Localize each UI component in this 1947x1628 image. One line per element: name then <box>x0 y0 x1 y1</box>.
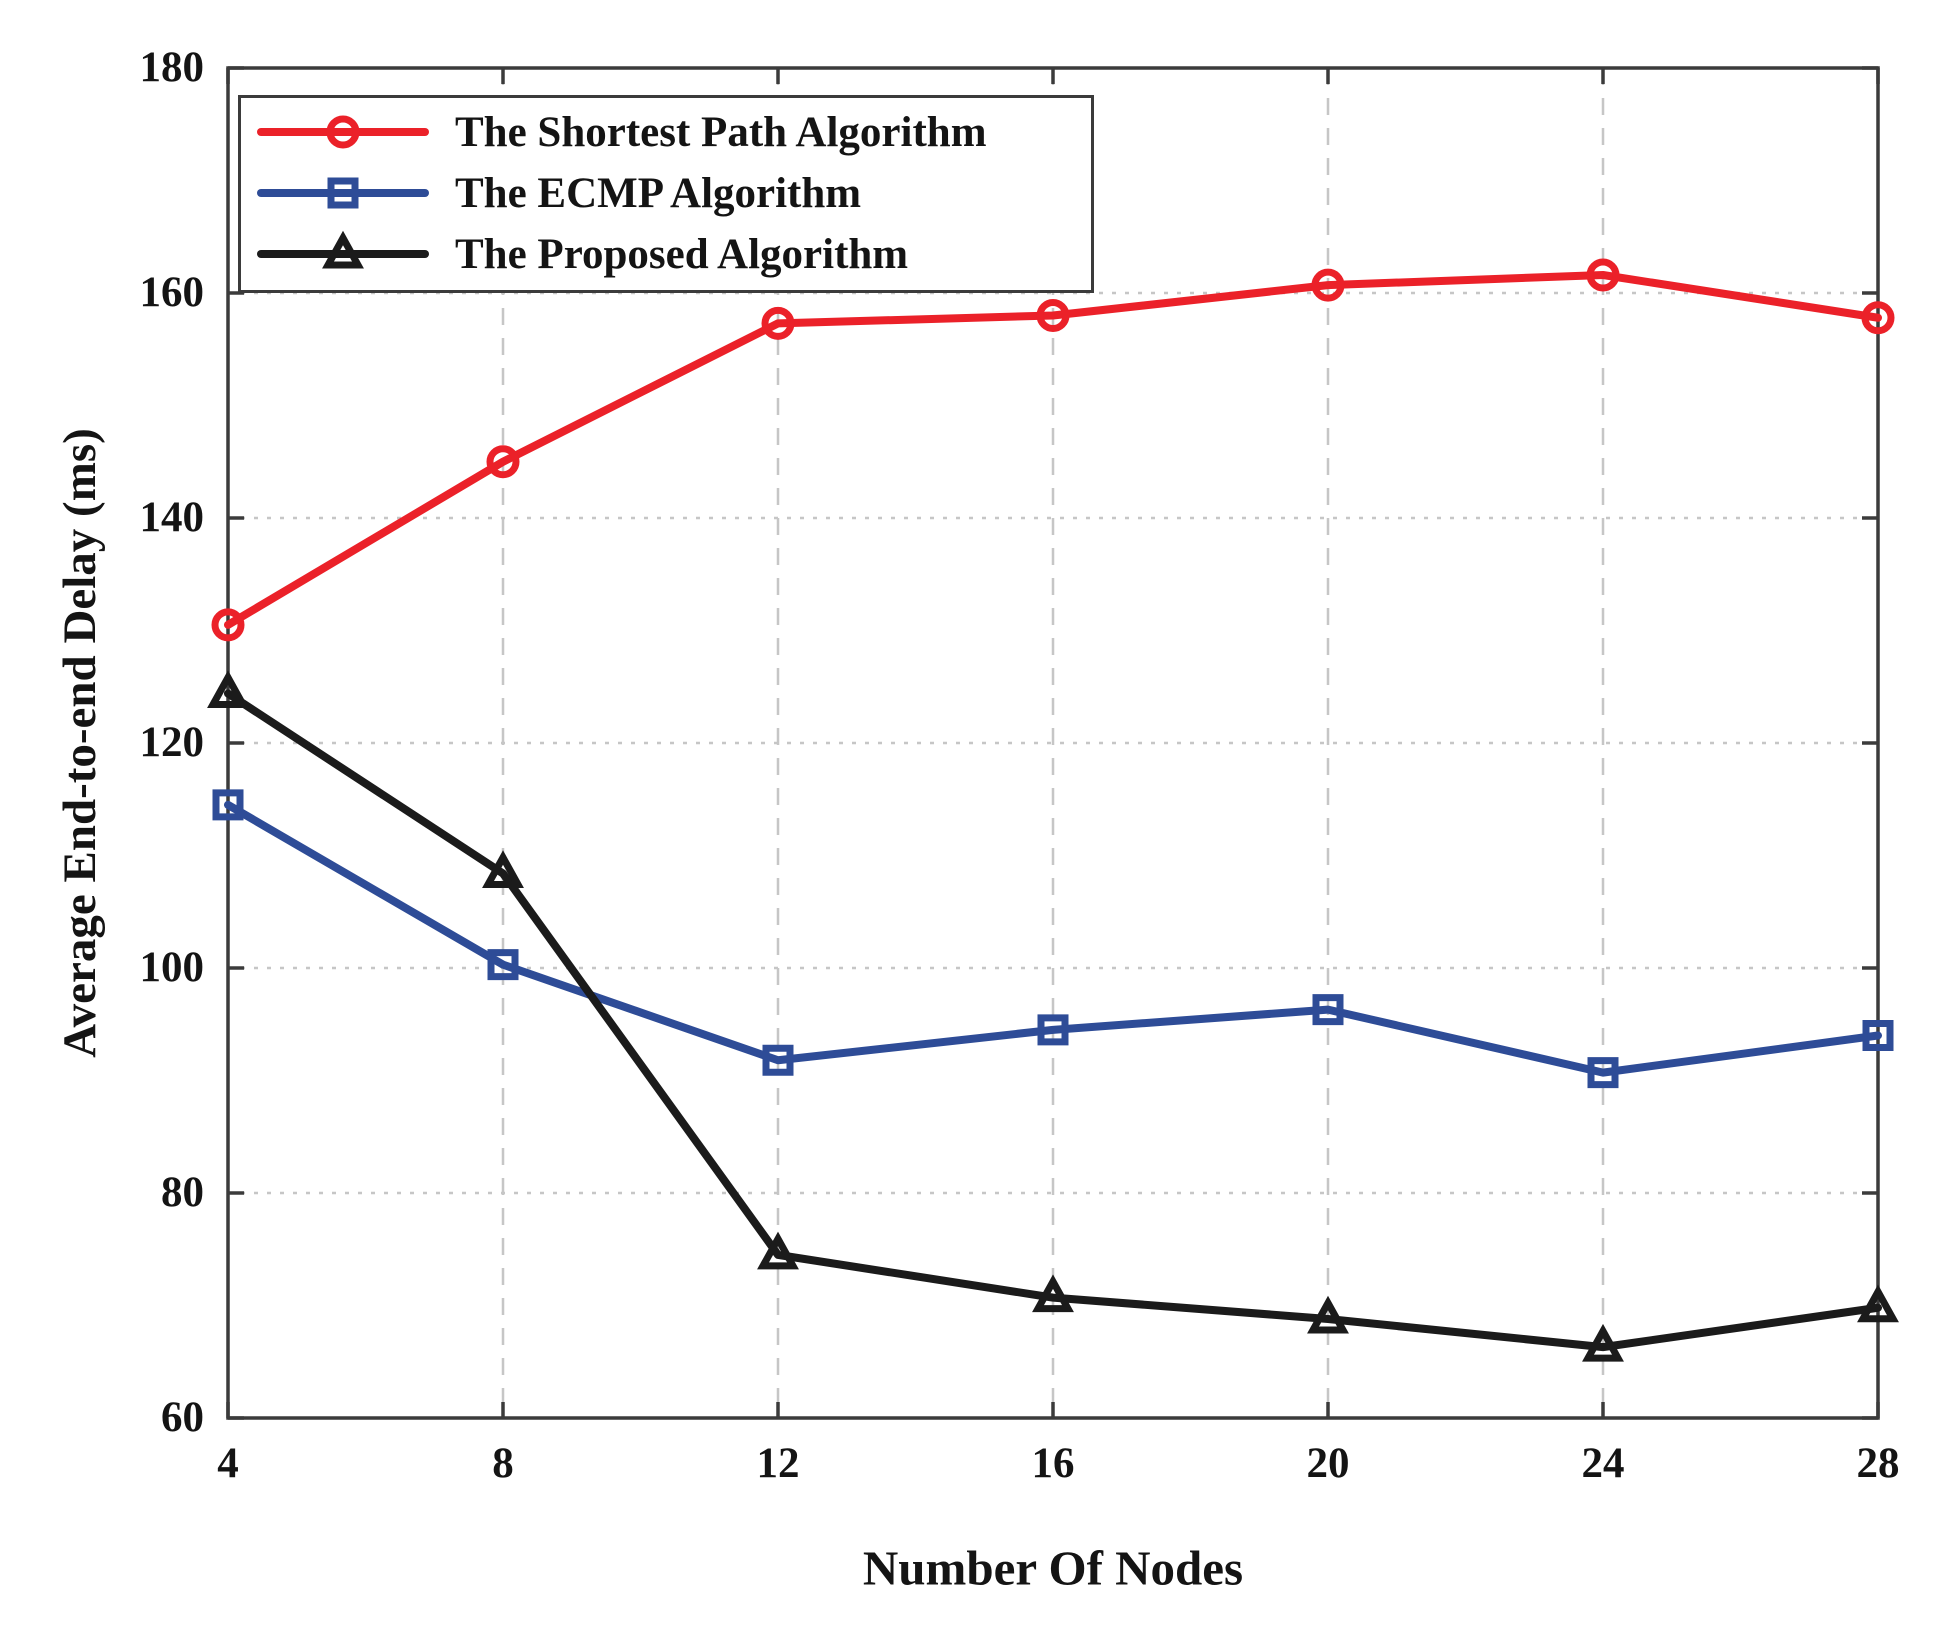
legend-item-shortest-path: The Shortest Path Algorithm <box>241 102 1091 162</box>
triangle-marker <box>482 850 524 888</box>
x-axis-title: Number Of Nodes <box>862 1540 1244 1596</box>
square-marker <box>487 949 519 981</box>
triangle-marker <box>322 230 364 269</box>
legend: The Shortest Path Algorithm The ECMP Alg… <box>238 95 1094 293</box>
circle-marker <box>486 445 520 479</box>
square-marker <box>1037 1014 1069 1046</box>
circle-marker <box>1311 268 1345 302</box>
triangle-marker <box>207 670 249 708</box>
series-line-0 <box>224 271 1882 629</box>
x-tick-label: 28 <box>1856 1440 1900 1487</box>
square-marker <box>1862 1020 1894 1051</box>
y-tick-label: 60 <box>161 1394 204 1441</box>
x-tick-label: 24 <box>1581 1440 1625 1487</box>
triangle-marker <box>1857 1284 1899 1323</box>
circle-marker <box>1036 299 1070 332</box>
square-marker <box>1312 994 1344 1026</box>
x-tick-label: 16 <box>1031 1440 1075 1487</box>
circle-marker <box>1586 258 1620 292</box>
y-tick-label: 140 <box>139 494 205 541</box>
circle-marker <box>211 608 245 642</box>
y-tick-label: 80 <box>161 1169 204 1216</box>
legend-sample-square-icon <box>257 177 429 209</box>
square-marker <box>327 177 359 209</box>
legend-sample-triangle-icon <box>257 230 429 269</box>
square-marker <box>1587 1057 1619 1089</box>
series-line-2 <box>224 689 1882 1352</box>
legend-label-shortest-path: The Shortest Path Algorithm <box>455 108 987 156</box>
x-tick-label: 12 <box>756 1440 800 1487</box>
series-line-1 <box>224 800 1882 1077</box>
y-tick-label: 120 <box>139 719 205 766</box>
x-tick-label: 4 <box>217 1440 239 1487</box>
circle-marker <box>1861 301 1895 335</box>
triangle-marker <box>757 1231 799 1270</box>
legend-label-proposed: The Proposed Algorithm <box>455 230 909 278</box>
triangle-marker <box>1582 1323 1624 1362</box>
square-marker <box>762 1044 794 1076</box>
legend-item-ecmp: The ECMP Algorithm <box>241 163 1091 223</box>
legend-label-ecmp: The ECMP Algorithm <box>455 169 862 217</box>
legend-item-proposed: The Proposed Algorithm <box>241 224 1091 284</box>
y-tick-label: 180 <box>139 44 205 91</box>
circle-marker <box>326 115 360 149</box>
triangle-marker <box>1032 1274 1074 1313</box>
series-1 <box>212 789 1894 1089</box>
y-tick-label: 100 <box>139 944 205 991</box>
series-2 <box>207 670 1899 1362</box>
circle-marker <box>761 306 795 340</box>
legend-sample-circle-icon <box>257 115 429 149</box>
x-tick-label: 8 <box>492 1440 514 1487</box>
square-marker <box>212 789 244 821</box>
y-tick-label: 160 <box>139 269 205 316</box>
series-0 <box>211 258 1895 642</box>
x-tick-label: 20 <box>1306 1440 1350 1487</box>
triangle-marker <box>1307 1295 1349 1334</box>
